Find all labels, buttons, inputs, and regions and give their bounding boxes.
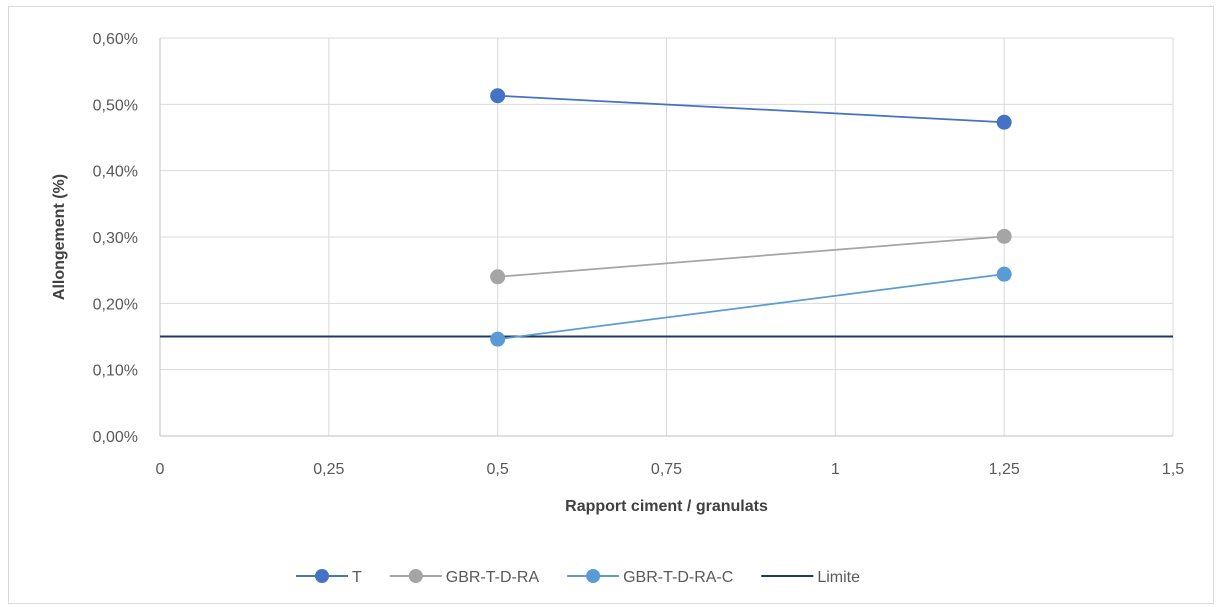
data-point [996, 114, 1012, 130]
data-point [490, 331, 506, 347]
legend-label: T [352, 569, 362, 586]
x-tick-label: 0,75 [651, 461, 682, 478]
series-T [490, 88, 1012, 130]
y-tick-label: 0,10% [93, 363, 138, 380]
data-point [996, 266, 1012, 282]
series-GBR-T-D-RA [490, 228, 1012, 285]
legend-swatch-marker [586, 569, 601, 583]
x-tick-label: 1,5 [1162, 461, 1184, 478]
y-tick-label: 0,60% [93, 31, 138, 48]
legend-label: Limite [817, 569, 860, 586]
legend-swatch-marker [315, 569, 329, 583]
x-tick-labels: 0 0,25 0,5 0,75 1 1,25 1,5 [156, 461, 1185, 478]
series-line [497, 273, 1005, 341]
series-group [160, 88, 1173, 347]
legend-label: GBR-T-D-RA [446, 569, 540, 586]
chart-frame [8, 6, 1214, 604]
data-point [490, 269, 506, 285]
legend: T GBR-T-D-RA GBR-T-D-RA-C Limite [296, 569, 860, 586]
y-tick-label: 0,50% [93, 97, 138, 114]
y-tick-label: 0,30% [93, 230, 138, 247]
x-tick-label: 1,25 [989, 461, 1020, 478]
x-tick-label: 1 [831, 461, 840, 478]
x-tick-label: 0,25 [313, 461, 344, 478]
y-tick-label: 0,00% [93, 429, 138, 446]
data-point [490, 88, 506, 104]
axes [159, 38, 1173, 437]
legend-swatch-marker [408, 569, 423, 583]
y-tick-label: 0,40% [93, 164, 138, 181]
y-axis-title: Allongement (%) [51, 174, 68, 300]
legend-label: GBR-T-D-RA-C [623, 569, 733, 586]
data-point [996, 228, 1012, 244]
legend-item: GBR-T-D-RA-C [567, 569, 733, 586]
series-GBR-T-D-RA-C [490, 266, 1012, 347]
gridlines [160, 37, 1174, 436]
y-tick-labels: 0,00% 0,10% 0,20% 0,30% 0,40% 0,50% 0,60% [93, 31, 138, 446]
x-tick-label: 0 [156, 461, 165, 478]
y-tick-label: 0,20% [93, 296, 138, 313]
x-axis-title: Rapport ciment / granulats [565, 498, 768, 515]
legend-item: Limite [761, 569, 860, 586]
series-line [497, 235, 1005, 278]
legend-item: GBR-T-D-RA [389, 569, 540, 586]
legend-item: T [296, 569, 362, 586]
series-line [497, 94, 1005, 124]
x-tick-label: 0,5 [487, 461, 509, 478]
